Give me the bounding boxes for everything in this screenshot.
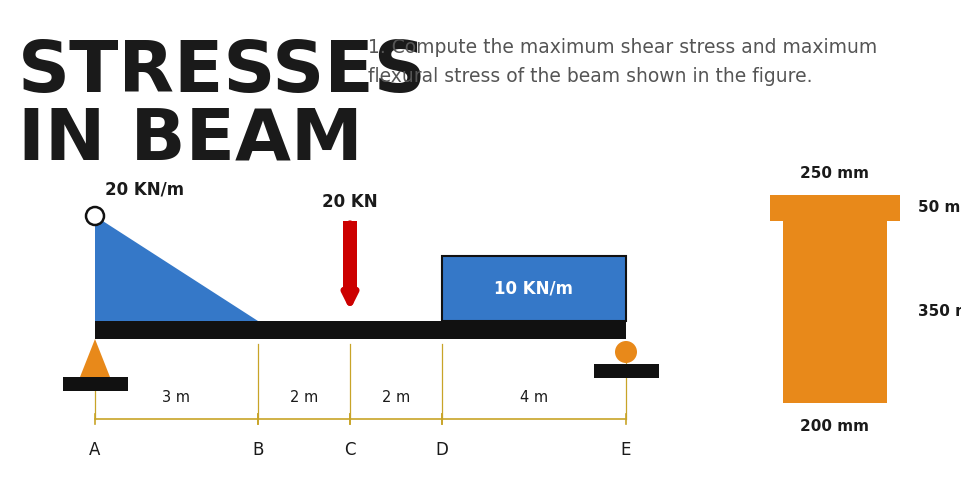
Text: 2 m: 2 m [290, 390, 318, 405]
Text: E: E [621, 441, 631, 459]
Text: 20 KN/m: 20 KN/m [105, 180, 185, 198]
Circle shape [86, 207, 104, 225]
Bar [62, 377, 128, 391]
Text: 3 m: 3 m [162, 390, 190, 405]
Text: A: A [89, 441, 101, 459]
Bar [594, 364, 658, 378]
Text: 200 mm: 200 mm [801, 419, 870, 434]
Text: IN BEAM: IN BEAM [18, 105, 362, 174]
Text: D: D [435, 441, 449, 459]
Text: 250 mm: 250 mm [801, 166, 870, 181]
Text: 50 mm: 50 mm [918, 200, 961, 216]
Text: B: B [253, 441, 263, 459]
Bar [770, 195, 900, 221]
Text: 20 KN: 20 KN [322, 193, 378, 211]
Polygon shape [80, 339, 110, 377]
Bar [783, 221, 887, 403]
Text: 4 m: 4 m [520, 390, 548, 405]
Text: 10 KN/m: 10 KN/m [495, 280, 574, 297]
Circle shape [615, 341, 637, 363]
Polygon shape [95, 216, 258, 321]
Bar [442, 256, 626, 321]
Bar [343, 221, 357, 295]
Text: STRESSES: STRESSES [18, 38, 427, 107]
Text: 350 mm: 350 mm [918, 304, 961, 320]
Bar [95, 321, 626, 339]
Text: 2 m: 2 m [382, 390, 410, 405]
Text: 1. Compute the maximum shear stress and maximum
flexural stress of the beam show: 1. Compute the maximum shear stress and … [368, 38, 877, 86]
Text: C: C [344, 441, 356, 459]
